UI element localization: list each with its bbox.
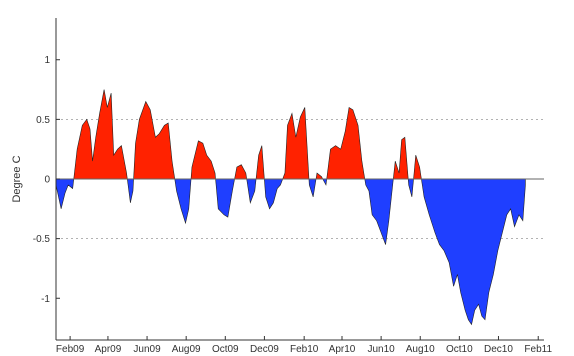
positive-anomaly-area — [56, 89, 526, 180]
x-tick-label: Feb11 — [524, 344, 552, 355]
y-tick-labels: -1 -0.5 0 0.5 1 — [33, 55, 51, 305]
x-tick-label: Apr10 — [329, 344, 356, 355]
x-tick-label: Oct09 — [212, 344, 239, 355]
x-tick-labels: Feb09 Apr09 Jun09 Aug09 Oct09 Dec09 Feb10 Apr10… — [56, 344, 553, 355]
x-tick-label: Feb10 — [290, 344, 319, 355]
anomaly-areas — [55, 89, 526, 326]
x-tick-label: Jun09 — [133, 344, 161, 355]
x-tick-label: Dec10 — [484, 344, 513, 355]
y-tick-label: -0.5 — [33, 234, 51, 245]
x-tick-label: Dec09 — [250, 344, 279, 355]
y-tick-label: -1 — [41, 294, 50, 305]
x-tick-label: Feb09 — [56, 344, 85, 355]
x-tick-label: Aug10 — [406, 344, 435, 355]
y-tick-label: 0.5 — [36, 115, 50, 126]
y-tick-label: 1 — [44, 55, 50, 66]
axes — [55, 18, 544, 341]
x-tick-label: Aug09 — [172, 344, 201, 355]
x-tick-label: Oct10 — [446, 344, 473, 355]
x-tick-label: Jun10 — [367, 344, 395, 355]
y-axis-label: Degree C — [11, 155, 23, 202]
x-tick-label: Apr09 — [95, 344, 122, 355]
negative-anomaly-area — [55, 178, 526, 326]
y-tick-label: 0 — [44, 175, 50, 186]
